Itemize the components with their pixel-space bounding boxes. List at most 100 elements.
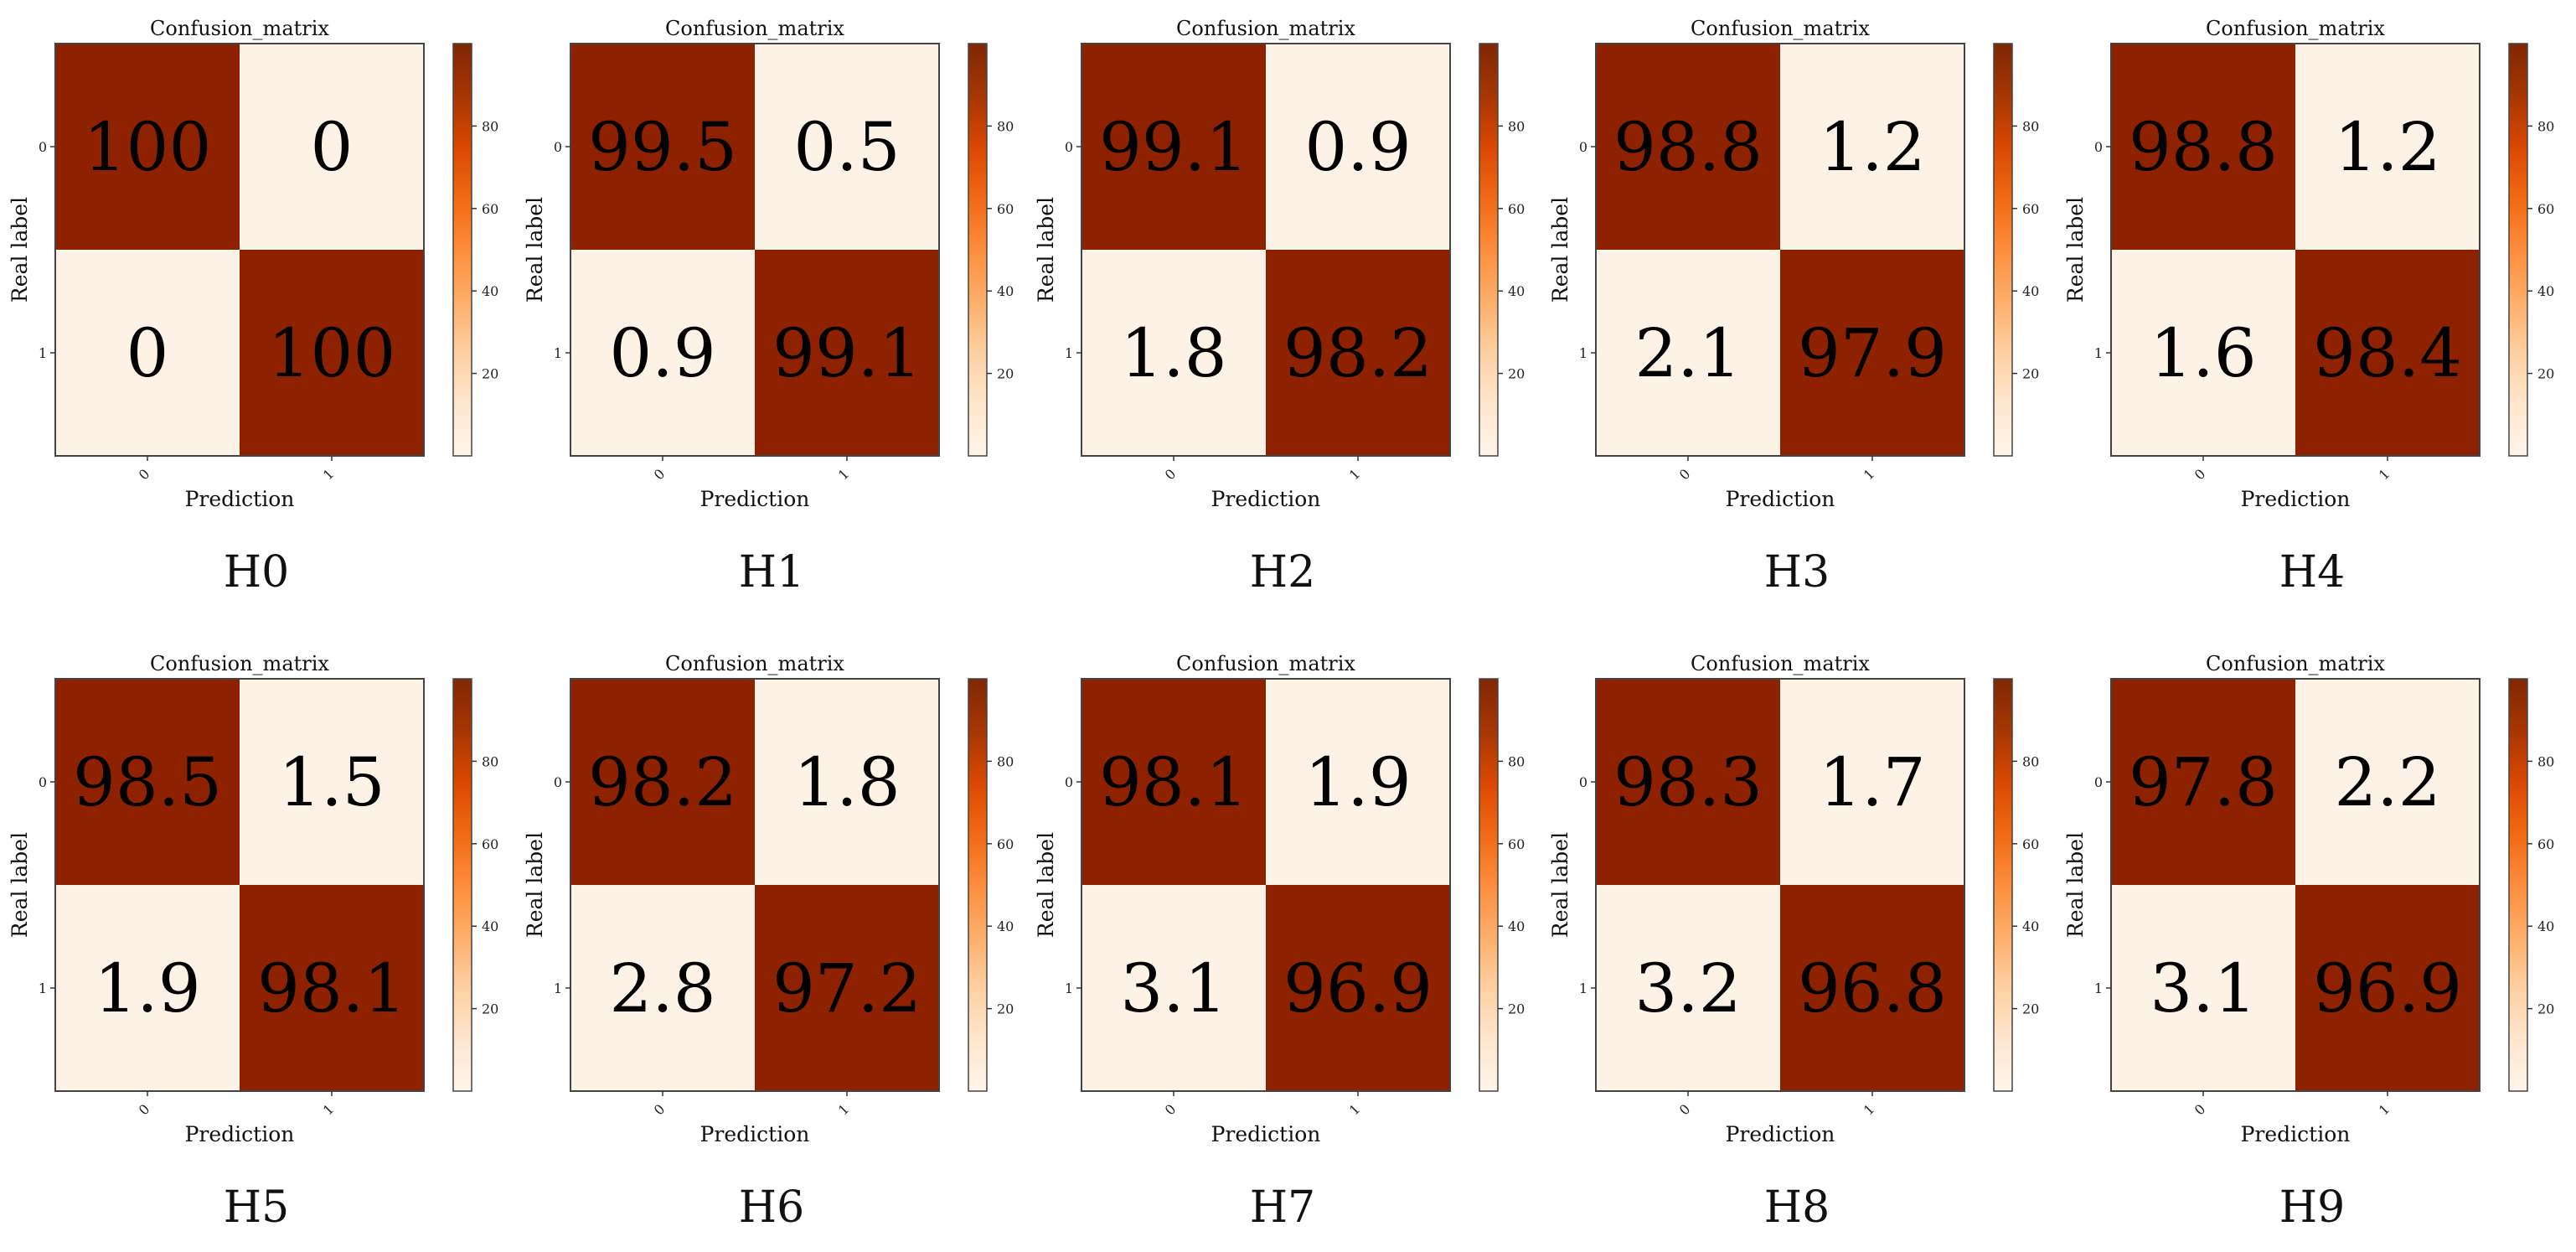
- matrix-cell: [55, 44, 240, 250]
- x-axis-label: Prediction: [700, 1122, 810, 1146]
- cell-value-label: 1.9: [1304, 743, 1411, 821]
- matrix-cell: [755, 885, 939, 1091]
- colorbar-tick-label: 20: [997, 1001, 1014, 1017]
- matrix-cell: [240, 885, 424, 1091]
- cell-value-label: 0.9: [1304, 108, 1411, 186]
- x-tick-label: 0: [651, 466, 669, 484]
- plot-frame: [1081, 43, 1451, 457]
- cell-value-label: 1.7: [1819, 743, 1925, 821]
- cell-value-label: 98.8: [2129, 108, 2278, 186]
- colorbar-tick-label: 20: [997, 366, 1014, 382]
- matrix-cell: [570, 250, 755, 456]
- colorbar-tick-label: 40: [2022, 918, 2039, 934]
- cell-value-label: 96.8: [1798, 949, 1947, 1027]
- matrix-cell: [2111, 250, 2295, 456]
- colorbar-tick-label: 60: [1508, 201, 1525, 217]
- cell-value-label: 3.2: [1634, 949, 1741, 1027]
- x-tick-label: 1: [1346, 1101, 1364, 1119]
- matrix-cell: [2111, 679, 2295, 885]
- matrix-cell: [1266, 250, 1450, 456]
- cell-value-label: 98.8: [1613, 108, 1763, 186]
- colorbar: [2508, 678, 2528, 1092]
- panel-label: H3: [1764, 547, 1830, 598]
- matrix-cell: [1082, 679, 1266, 885]
- panel-label: H6: [739, 1182, 804, 1233]
- colorbar: [968, 43, 988, 457]
- panel-label: H8: [1764, 1182, 1830, 1233]
- colorbar-tick-label: 80: [2537, 118, 2554, 134]
- plot-title: Confusion_matrix: [150, 17, 329, 40]
- cell-value-label: 2.2: [2334, 743, 2440, 821]
- matrix-cell: [1780, 44, 1964, 250]
- y-tick-label: 1: [2094, 980, 2103, 996]
- matrix-cell: [570, 885, 755, 1091]
- cell-value-label: 1.5: [278, 743, 385, 821]
- panel-h7: Confusion_matrix 98.1 1.9 3.1 96.9 0 1 0 1 Predic…: [1034, 652, 1525, 1233]
- x-tick-label: 0: [2191, 1101, 2209, 1119]
- y-tick-label: 1: [1065, 980, 1073, 996]
- cell-value-label: 1.2: [1819, 108, 1925, 186]
- matrix-cell: [755, 250, 939, 456]
- x-axis-label: Prediction: [2241, 1122, 2351, 1146]
- colorbar-tick-label: 40: [2022, 283, 2039, 299]
- colorbar-tick-label: 40: [1508, 918, 1525, 934]
- panel-label: H2: [1250, 547, 1315, 598]
- panel-label: H1: [739, 547, 804, 598]
- colorbar: [452, 678, 472, 1092]
- cell-value-label: 98.1: [1099, 743, 1248, 821]
- y-tick-label: 0: [1579, 774, 1587, 790]
- cell-value-label: 1.9: [94, 949, 200, 1027]
- matrix-cell: [1780, 885, 1964, 1091]
- x-tick-label: 1: [320, 1101, 338, 1119]
- matrix-cell: [55, 250, 240, 456]
- colorbar: [1993, 43, 2013, 457]
- panel-label: H5: [224, 1182, 289, 1233]
- cell-value-label: 98.3: [1613, 743, 1763, 821]
- cell-value-label: 99.1: [1099, 108, 1248, 186]
- cell-value-label: 1.8: [1120, 314, 1226, 392]
- x-tick-label: 1: [1861, 1101, 1878, 1119]
- x-tick-label: 1: [1861, 466, 1878, 484]
- cell-value-label: 3.1: [2150, 949, 2256, 1027]
- panel-h2: Confusion_matrix 99.1 0.9 1.8 98.2 0 1 0 1 Predic…: [1034, 17, 1525, 598]
- y-tick-label: 0: [1065, 774, 1073, 790]
- plot-title: Confusion_matrix: [665, 17, 844, 40]
- x-tick-label: 0: [1162, 1101, 1180, 1119]
- matrix-cell: [240, 44, 424, 250]
- colorbar-tick-label: 40: [997, 918, 1014, 934]
- colorbar-tick-label: 20: [2022, 366, 2039, 382]
- x-tick-label: 0: [651, 1101, 669, 1119]
- matrix-cell: [1082, 885, 1266, 1091]
- x-axis-label: Prediction: [185, 1122, 295, 1146]
- colorbar-tick-label: 20: [482, 366, 498, 382]
- y-axis-label: Real label: [8, 197, 32, 303]
- plot-frame: [2110, 43, 2480, 457]
- cell-value-label: 96.9: [2313, 949, 2462, 1027]
- plot-title: Confusion_matrix: [1176, 17, 1355, 40]
- y-axis-label: Real label: [1034, 197, 1058, 303]
- matrix-cell: [1082, 250, 1266, 456]
- colorbar-tick-label: 60: [2537, 836, 2554, 852]
- y-axis-label: Real label: [1548, 832, 1572, 938]
- panel-h8: Confusion_matrix 98.3 1.7 3.2 96.8 0 1 0 1 Predic…: [1548, 652, 2039, 1233]
- colorbar-tick-label: 80: [1508, 753, 1525, 769]
- matrix-cell: [2111, 44, 2295, 250]
- matrix-cell: [2295, 885, 2480, 1091]
- plot-title: Confusion_matrix: [1176, 652, 1355, 675]
- matrix-cell: [1596, 44, 1780, 250]
- colorbar-tick-label: 20: [482, 1001, 498, 1017]
- cell-value-label: 0: [126, 314, 169, 392]
- plot-frame: [2110, 678, 2480, 1092]
- matrix-cell: [570, 44, 755, 250]
- colorbar-tick-label: 80: [997, 753, 1014, 769]
- cell-value-label: 99.5: [588, 108, 737, 186]
- cell-value-label: 98.1: [257, 949, 406, 1027]
- colorbar-tick-label: 60: [2022, 836, 2039, 852]
- panel-h6: Confusion_matrix 98.2 1.8 2.8 97.2 0 1 0 1 Predic…: [523, 652, 1014, 1233]
- plot-frame: [54, 43, 425, 457]
- cell-value-label: 0.5: [793, 108, 900, 186]
- panel-label: H9: [2279, 1182, 2345, 1233]
- x-tick-label: 0: [2191, 466, 2209, 484]
